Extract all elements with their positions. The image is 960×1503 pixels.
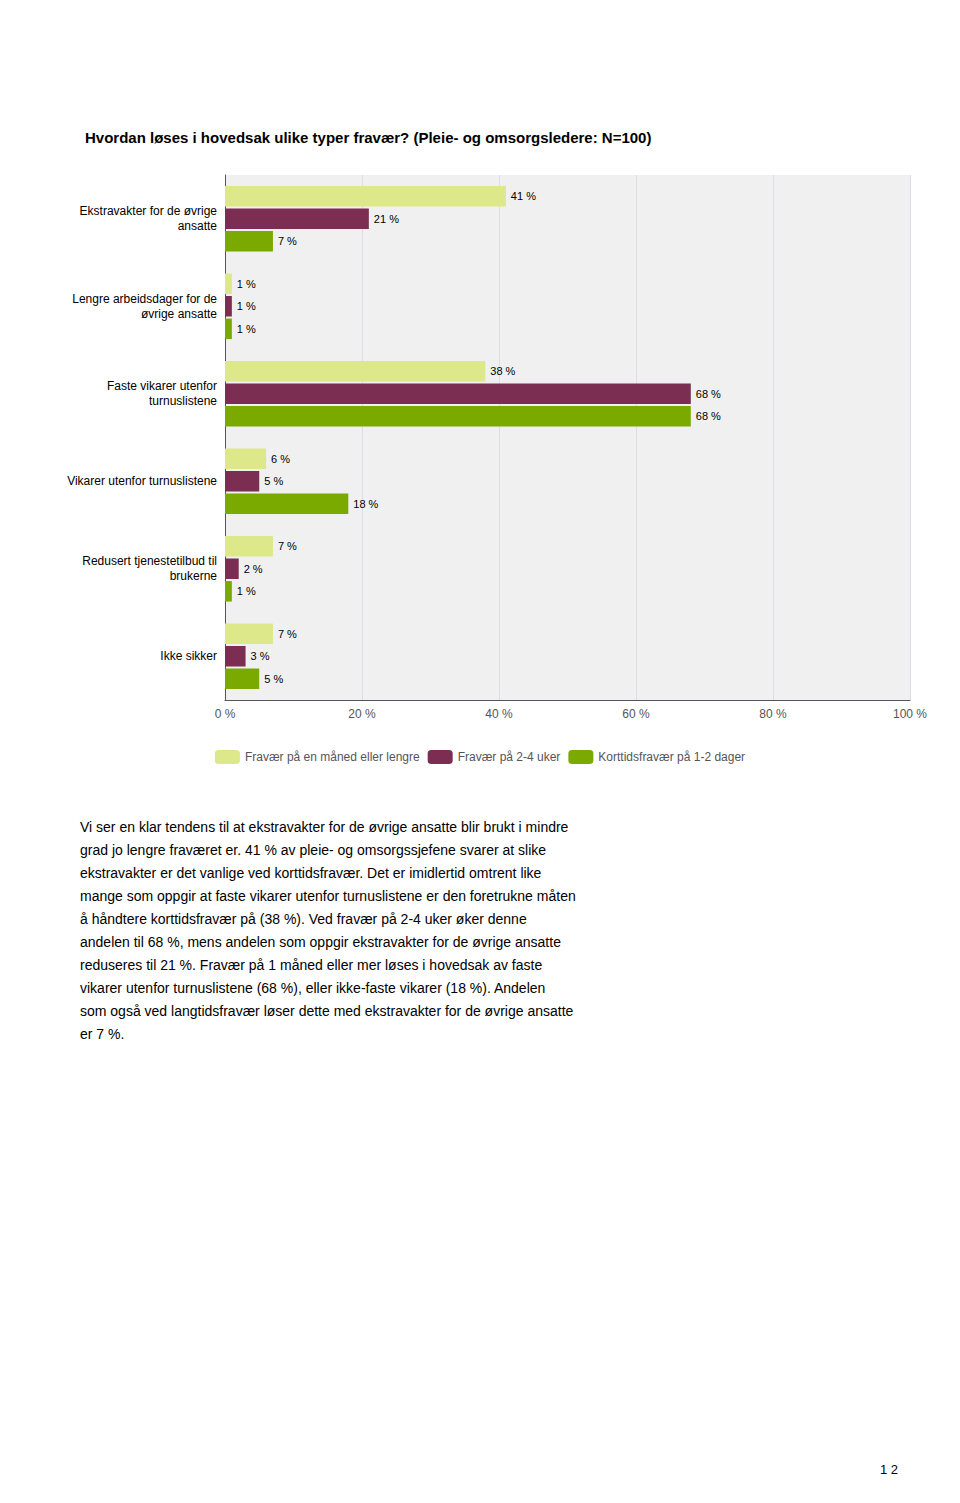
svg-text:20 %: 20 %: [348, 707, 376, 721]
svg-text:6 %: 6 %: [271, 453, 290, 465]
svg-text:40 %: 40 %: [485, 707, 513, 721]
svg-text:ansatte: ansatte: [178, 219, 218, 233]
svg-text:7 %: 7 %: [278, 540, 297, 552]
svg-text:vikarer utenfor turnuslistene: vikarer utenfor turnuslistene (68 %), el…: [80, 980, 545, 996]
svg-text:Ekstravakter for de øvrige: Ekstravakter for de øvrige: [80, 204, 218, 218]
svg-text:brukerne: brukerne: [170, 569, 218, 583]
svg-text:1 %: 1 %: [237, 323, 256, 335]
svg-text:Ikke sikker: Ikke sikker: [160, 649, 217, 663]
svg-text:5 %: 5 %: [264, 475, 283, 487]
svg-text:Fravær på 2-4 uker: Fravær på 2-4 uker: [458, 750, 561, 764]
svg-text:7 %: 7 %: [278, 235, 297, 247]
svg-text:68 %: 68 %: [696, 388, 721, 400]
svg-text:3 %: 3 %: [251, 650, 270, 662]
svg-text:1 %: 1 %: [237, 278, 256, 290]
svg-text:øvrige ansatte: øvrige ansatte: [141, 307, 217, 321]
svg-text:grad jo lengre fraværet er. 41: grad jo lengre fraværet er. 41 % av plei…: [80, 842, 546, 858]
svg-text:Korttidsfravær på 1-2 dager: Korttidsfravær på 1-2 dager: [598, 750, 745, 764]
svg-text:turnuslistene: turnuslistene: [149, 394, 217, 408]
svg-text:21 %: 21 %: [374, 213, 399, 225]
svg-text:å håndtere korttidsfravær på (: å håndtere korttidsfravær på (38 %). Ved…: [80, 911, 527, 927]
svg-text:Vikarer utenfor turnuslistene: Vikarer utenfor turnuslistene: [67, 474, 217, 488]
svg-text:5 %: 5 %: [264, 673, 283, 685]
svg-text:18 %: 18 %: [353, 498, 378, 510]
svg-text:som også ved langtidsfravær lø: som også ved langtidsfravær løser dette …: [80, 1003, 574, 1019]
svg-text:Redusert tjenestetilbud til: Redusert tjenestetilbud til: [82, 554, 217, 568]
svg-text:0 %: 0 %: [215, 707, 236, 721]
svg-text:ekstravakter er det vanlige ve: ekstravakter er det vanlige ved korttids…: [80, 865, 542, 881]
svg-text:andelen til 68 %, mens andelen: andelen til 68 %, mens andelen som oppgi…: [80, 934, 561, 950]
svg-text:1 %: 1 %: [237, 300, 256, 312]
svg-text:Hvordan løses i hovedsak ulike: Hvordan løses i hovedsak ulike typer fra…: [85, 129, 651, 146]
svg-text:Fravær på en måned eller lengr: Fravær på en måned eller lengre: [245, 750, 420, 764]
svg-text:Vi ser en klar tendens til at: Vi ser en klar tendens til at ekstravakt…: [80, 819, 569, 835]
svg-text:er 7 %.: er 7 %.: [80, 1026, 124, 1042]
svg-text:2 %: 2 %: [244, 563, 263, 575]
svg-text:100 %: 100 %: [893, 707, 927, 721]
svg-text:mange som oppgir at faste vika: mange som oppgir at faste vikarer utenfo…: [80, 888, 576, 904]
svg-text:reduseres til 21 %. Fravær på: reduseres til 21 %. Fravær på 1 måned el…: [80, 957, 542, 973]
svg-text:68 %: 68 %: [696, 410, 721, 422]
svg-text:60 %: 60 %: [622, 707, 650, 721]
svg-text:1 %: 1 %: [237, 585, 256, 597]
svg-text:Faste vikarer utenfor: Faste vikarer utenfor: [107, 379, 217, 393]
svg-text:Lengre arbeidsdager for de: Lengre arbeidsdager for de: [72, 292, 217, 306]
svg-text:80 %: 80 %: [759, 707, 787, 721]
svg-text:41 %: 41 %: [511, 190, 536, 202]
svg-text:1 2: 1 2: [880, 1462, 898, 1477]
svg-text:38 %: 38 %: [490, 365, 515, 377]
svg-text:7 %: 7 %: [278, 628, 297, 640]
